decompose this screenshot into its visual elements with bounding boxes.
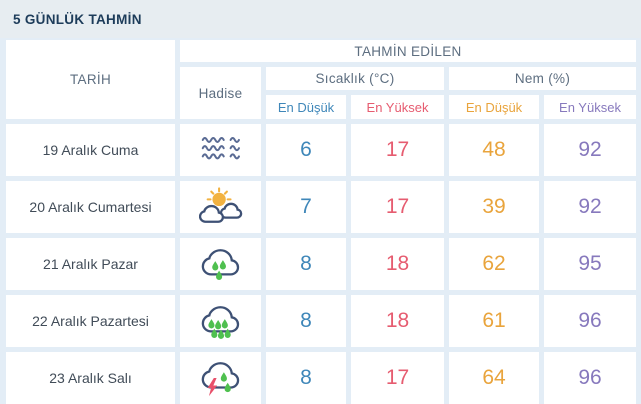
column-group-temperature: Sıcaklık (°C) xyxy=(266,67,444,90)
row-date: 19 Aralık Cuma xyxy=(6,124,175,176)
row-date: 20 Aralık Cumartesi xyxy=(6,181,175,233)
hum-min-value: 48 xyxy=(449,124,539,176)
row-condition-cell xyxy=(180,295,261,347)
column-group-predicted: TAHMİN EDİLEN xyxy=(180,40,636,62)
temp-max-value: 17 xyxy=(351,352,444,404)
temp-min-value: 8 xyxy=(266,352,346,404)
column-header-hum-max: En Yüksek xyxy=(544,95,636,119)
hum-max-value: 92 xyxy=(544,124,636,176)
temp-max-value: 17 xyxy=(351,181,444,233)
hum-min-value: 61 xyxy=(449,295,539,347)
temp-max-value: 18 xyxy=(351,238,444,290)
thunderstorm-icon xyxy=(199,356,243,397)
row-date: 23 Aralık Salı xyxy=(6,352,175,404)
row-condition-cell xyxy=(180,181,261,233)
light-rain-icon xyxy=(199,243,243,281)
column-header-date: TARİH xyxy=(6,40,175,119)
column-header-event: Hadise xyxy=(180,67,261,119)
hum-max-value: 92 xyxy=(544,181,636,233)
hum-min-value: 62 xyxy=(449,238,539,290)
temp-min-value: 8 xyxy=(266,295,346,347)
rain-icon xyxy=(199,300,243,339)
temp-max-value: 18 xyxy=(351,295,444,347)
row-condition-cell xyxy=(180,352,261,404)
temp-min-value: 8 xyxy=(266,238,346,290)
column-group-humidity: Nem (%) xyxy=(449,67,636,90)
fog-icon xyxy=(201,136,240,160)
column-header-temp-max: En Yüksek xyxy=(351,95,444,119)
partly-cloudy-icon xyxy=(199,187,243,227)
row-date: 21 Aralık Pazar xyxy=(6,238,175,290)
hum-min-value: 39 xyxy=(449,181,539,233)
hum-max-value: 95 xyxy=(544,238,636,290)
temp-min-value: 7 xyxy=(266,181,346,233)
row-condition-cell xyxy=(180,124,261,176)
column-header-temp-min: En Düşük xyxy=(266,95,346,119)
section-title-bar: 5 GÜNLÜK TAHMİN xyxy=(0,0,641,38)
page-title: 5 GÜNLÜK TAHMİN xyxy=(13,11,142,27)
row-date: 22 Aralık Pazartesi xyxy=(6,295,175,347)
temp-max-value: 17 xyxy=(351,124,444,176)
row-condition-cell xyxy=(180,238,261,290)
forecast-table: TARİH TAHMİN EDİLEN Hadise Sıcaklık (°C)… xyxy=(6,40,636,404)
column-header-hum-min: En Düşük xyxy=(449,95,539,119)
hum-min-value: 64 xyxy=(449,352,539,404)
hum-max-value: 96 xyxy=(544,352,636,404)
hum-max-value: 96 xyxy=(544,295,636,347)
temp-min-value: 6 xyxy=(266,124,346,176)
